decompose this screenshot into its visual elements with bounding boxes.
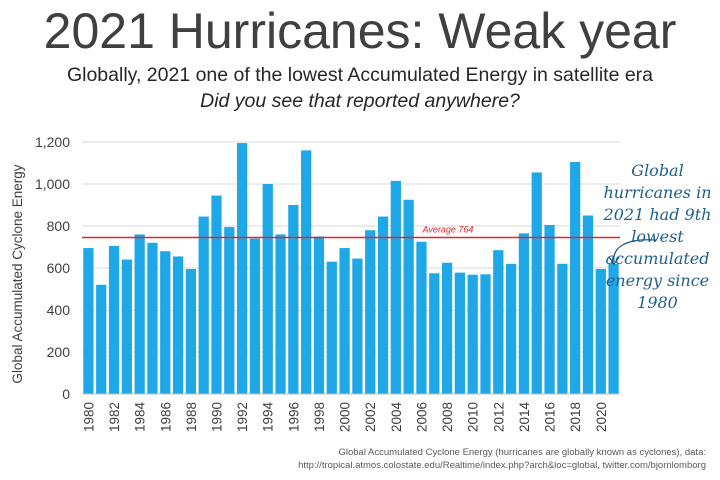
bar-2019	[582, 215, 594, 394]
bar-1998	[313, 236, 325, 394]
bar-1997	[301, 150, 312, 394]
bar-1990	[211, 195, 222, 394]
x-tick-label: 2020	[594, 402, 609, 432]
bar-1988	[185, 269, 197, 394]
y-tick-label: 600	[47, 260, 71, 276]
question-text: Did you see that reported anywhere?	[200, 90, 520, 112]
bar-2013	[505, 263, 517, 394]
x-tick-label: 1986	[158, 402, 173, 432]
bar-1992	[236, 143, 248, 394]
bar-2011	[480, 274, 491, 394]
bar-2005	[403, 199, 414, 394]
x-tick-label: 2002	[363, 402, 378, 432]
y-tick-label: 800	[47, 218, 71, 234]
bar-2000	[339, 248, 350, 394]
bar-1989	[198, 216, 209, 394]
bar-2001	[352, 258, 363, 394]
y-tick-label: 200	[47, 344, 71, 360]
bar-1995	[275, 234, 286, 394]
y-tick-label: 0	[62, 386, 70, 402]
bar-2018	[570, 161, 581, 394]
bar-2016	[544, 224, 555, 394]
annotation-line: Global	[631, 161, 684, 180]
bar-1994	[262, 184, 273, 394]
bar-2020	[595, 269, 606, 394]
bar-2012	[493, 250, 504, 394]
x-tick-label: 2006	[414, 402, 429, 432]
x-tick-label: 1988	[184, 402, 199, 432]
annotation-line: lowest	[631, 227, 684, 246]
annotation-line: accumulated	[605, 249, 710, 268]
bar-2002	[365, 230, 376, 394]
y-tick-label: 1,000	[35, 176, 70, 192]
x-tick-label: 1982	[107, 402, 122, 432]
arrow-icon	[613, 239, 656, 263]
y-tick-label: 400	[47, 302, 71, 318]
bar-2006	[416, 241, 427, 394]
bar-1985	[147, 242, 158, 394]
x-tick-label: 1990	[210, 402, 225, 432]
average-label: Average 764	[422, 225, 474, 235]
bar-2014	[518, 233, 530, 394]
bar-1980	[83, 248, 94, 394]
bar-1999	[326, 261, 337, 394]
x-tick-label: 1998	[312, 402, 327, 432]
y-tick-label: 1,200	[35, 134, 70, 150]
bar-2003	[377, 216, 389, 394]
x-tick-label: 2018	[568, 402, 583, 432]
x-tick-label: 2012	[491, 402, 506, 432]
x-tick-label: 2016	[543, 402, 558, 432]
x-tick-label: 2004	[389, 402, 404, 433]
y-axis-label: Global Accumulated Cyclone Energy	[10, 164, 25, 383]
x-tick-label: 1994	[261, 402, 276, 433]
bar-1993	[249, 238, 261, 394]
bar-2004	[390, 180, 401, 394]
annotation-line: energy since	[605, 271, 710, 290]
bar-2007	[429, 273, 440, 394]
source-line: http://tropical.atmos.colostate.edu/Real…	[298, 460, 706, 471]
subtitle: Globally, 2021 one of the lowest Accumul…	[66, 64, 654, 86]
page-title: 2021 Hurricanes: Weak year	[43, 3, 677, 59]
bar-1982	[108, 245, 120, 394]
bar-2021	[608, 263, 619, 394]
annotation-line: 2021 had 9th	[603, 205, 712, 224]
x-tick-label: 2000	[338, 402, 353, 432]
bar-1996	[288, 205, 299, 394]
bar-2009	[454, 272, 466, 394]
x-tick-label: 2008	[440, 402, 455, 432]
bar-1983	[121, 259, 132, 394]
handwritten-annotation: Global hurricanes in 2021 had 9th lowest…	[590, 160, 720, 314]
arrow-head-icon	[608, 256, 620, 266]
bar-2008	[441, 262, 453, 394]
x-tick-label: 2014	[517, 402, 532, 433]
bar-2015	[531, 172, 542, 394]
annotation-line: 1980	[637, 293, 678, 312]
annotation-line: hurricanes in	[603, 183, 712, 202]
bar-1986	[160, 251, 171, 394]
bar-1981	[96, 284, 107, 394]
bar-1991	[224, 227, 235, 394]
x-tick-label: 1996	[286, 402, 301, 432]
bar-2017	[557, 263, 568, 394]
bar-1984	[134, 234, 145, 394]
source-line: Global Accumulated Cyclone Energy (hurri…	[338, 447, 706, 458]
source-note: Global Accumulated Cyclone Energy (hurri…	[298, 446, 706, 472]
x-tick-label: 1984	[133, 402, 148, 433]
bar-2010	[467, 274, 478, 394]
bar-1987	[172, 256, 184, 394]
x-tick-label: 2010	[466, 402, 481, 432]
x-tick-label: 1980	[81, 402, 96, 432]
x-tick-label: 1992	[235, 402, 250, 432]
